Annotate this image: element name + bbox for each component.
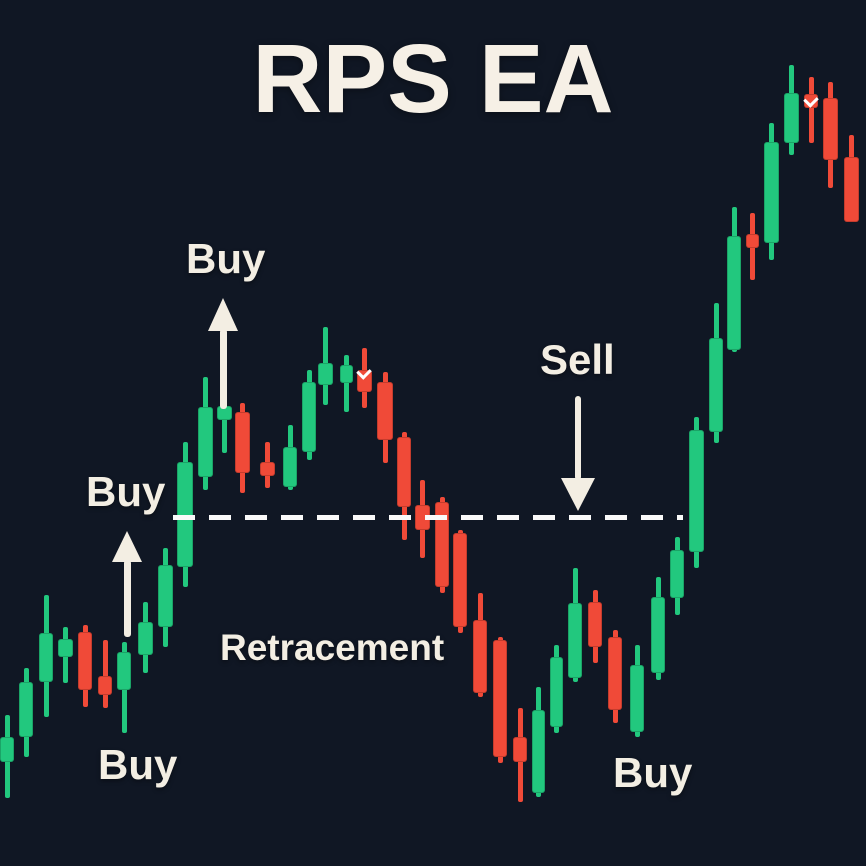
bearish-candle-wick <box>102 640 108 708</box>
chevron-down-marker-1-icon <box>356 364 372 380</box>
bearish-candle-body <box>588 602 602 647</box>
bullish-candle-body <box>784 93 799 143</box>
sell-down-arrow-shaft <box>575 396 581 480</box>
bullish-candle-body <box>58 639 73 657</box>
bullish-candle-body <box>138 622 153 655</box>
bearish-candle-body <box>435 502 449 587</box>
bearish-candle-body <box>453 533 467 627</box>
chevron-down-marker-2-icon <box>803 92 819 108</box>
bullish-candle-body <box>198 407 213 477</box>
bullish-candle-body <box>689 430 704 552</box>
buy-up-arrow-top-icon <box>208 298 238 331</box>
sell-down-arrow-icon <box>561 478 595 511</box>
bullish-candle-body <box>532 710 545 793</box>
page-title: RPS EA <box>252 24 614 133</box>
buy-up-arrow-top-shaft <box>219 329 227 409</box>
bearish-candle-body <box>235 412 250 473</box>
bullish-candle-body <box>283 447 297 487</box>
bearish-candle-body <box>608 637 622 710</box>
bearish-candle-body <box>377 382 393 440</box>
bullish-candle-body <box>19 682 33 737</box>
bearish-candle-body <box>98 676 112 695</box>
bullish-candle-body <box>727 236 741 350</box>
bullish-candle-body <box>568 603 582 678</box>
buy-up-arrow-left-shaft <box>123 560 131 637</box>
retracement-label: Retracement <box>220 627 445 668</box>
buy-label-bottom-left: Buy <box>98 741 178 788</box>
bullish-candle-wick <box>222 396 227 453</box>
bullish-candle-body <box>318 363 333 385</box>
bullish-candle-body <box>117 652 131 690</box>
bullish-candle-body <box>39 633 53 682</box>
buy-label-left: Buy <box>86 468 166 515</box>
bullish-candle-body <box>764 142 779 243</box>
bearish-candle-body <box>823 98 838 160</box>
bullish-candle-body <box>340 365 353 383</box>
bullish-candle-body <box>302 382 316 452</box>
buy-label-bottom-right: Buy <box>613 749 693 796</box>
bearish-candle-body <box>493 640 507 757</box>
bearish-candle-body <box>78 632 92 690</box>
bullish-candle-body <box>0 737 14 762</box>
bearish-candle-body <box>844 157 859 222</box>
bullish-candle-body <box>158 565 173 627</box>
bearish-candle-body <box>513 737 527 762</box>
bearish-candle-body <box>473 620 487 693</box>
support-resistance-dashed-line <box>173 515 683 520</box>
bullish-candle-body <box>709 338 723 432</box>
buy-up-arrow-left-icon <box>112 531 142 562</box>
buy-label-top: Buy <box>186 235 266 282</box>
bullish-candle-body <box>177 462 193 567</box>
bearish-candle-wick <box>808 77 814 143</box>
bullish-candle-wick <box>344 355 349 412</box>
bullish-candle-body <box>217 406 232 420</box>
sell-label: Sell <box>540 336 615 383</box>
bearish-candle-body <box>357 370 372 392</box>
bearish-candle-body <box>746 234 759 248</box>
bullish-candle-body <box>550 657 563 727</box>
bearish-candle-body <box>397 437 411 507</box>
bearish-candle-body <box>260 462 275 476</box>
bullish-candle-body <box>651 597 665 673</box>
bullish-candle-body <box>630 665 644 732</box>
bearish-candle-body <box>804 94 818 108</box>
bullish-candle-body <box>670 550 684 598</box>
